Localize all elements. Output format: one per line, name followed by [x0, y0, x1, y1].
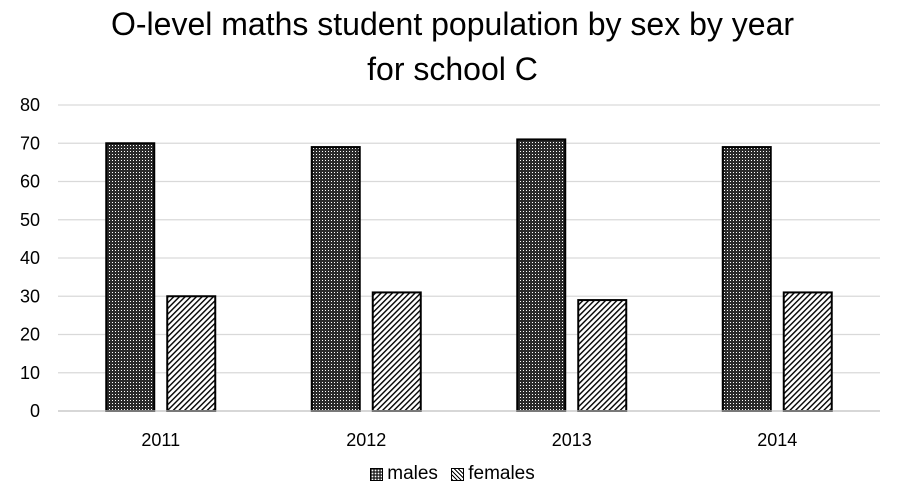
bar-males-2012	[310, 146, 361, 412]
y-tick-label: 50	[20, 210, 40, 230]
y-tick-label: 40	[20, 248, 40, 268]
y-tick-label: 80	[20, 95, 40, 115]
y-tick-label: 0	[30, 401, 40, 421]
y-tick-label: 60	[20, 172, 40, 192]
bar-males-2013	[516, 138, 567, 413]
y-tick-label: 20	[20, 325, 40, 345]
bars	[105, 138, 833, 413]
bar-females-2013	[577, 299, 628, 413]
legend-swatch-females	[451, 467, 465, 481]
x-tick-label: 2013	[552, 430, 592, 450]
bar-males-2014	[721, 146, 772, 412]
bar-females-2012	[371, 291, 422, 412]
legend-item-females: females	[451, 462, 535, 486]
x-tick-label: 2012	[346, 430, 386, 450]
legend-swatch-males	[370, 467, 384, 481]
chart-title-line-2: for school C	[367, 51, 538, 87]
chart-title: O-level maths student population by sex …	[110, 6, 795, 42]
legend-label-males: males	[387, 463, 438, 484]
bar-males-2011	[105, 142, 156, 412]
legend: males females	[0, 462, 905, 488]
legend-label-females: females	[468, 463, 535, 484]
x-tick-label: 2014	[757, 430, 797, 450]
y-tick-label: 30	[20, 286, 40, 306]
legend-item-males: males	[370, 462, 438, 486]
bar-females-2014	[782, 291, 833, 412]
y-tick-label: 70	[20, 133, 40, 153]
axes: 0 10 20 30 40 50 60 70 80 2011 2012 2013 2014	[20, 95, 880, 450]
y-tick-label: 10	[20, 363, 40, 383]
bar-females-2011	[166, 295, 217, 412]
x-tick-label: 2011	[141, 430, 180, 450]
